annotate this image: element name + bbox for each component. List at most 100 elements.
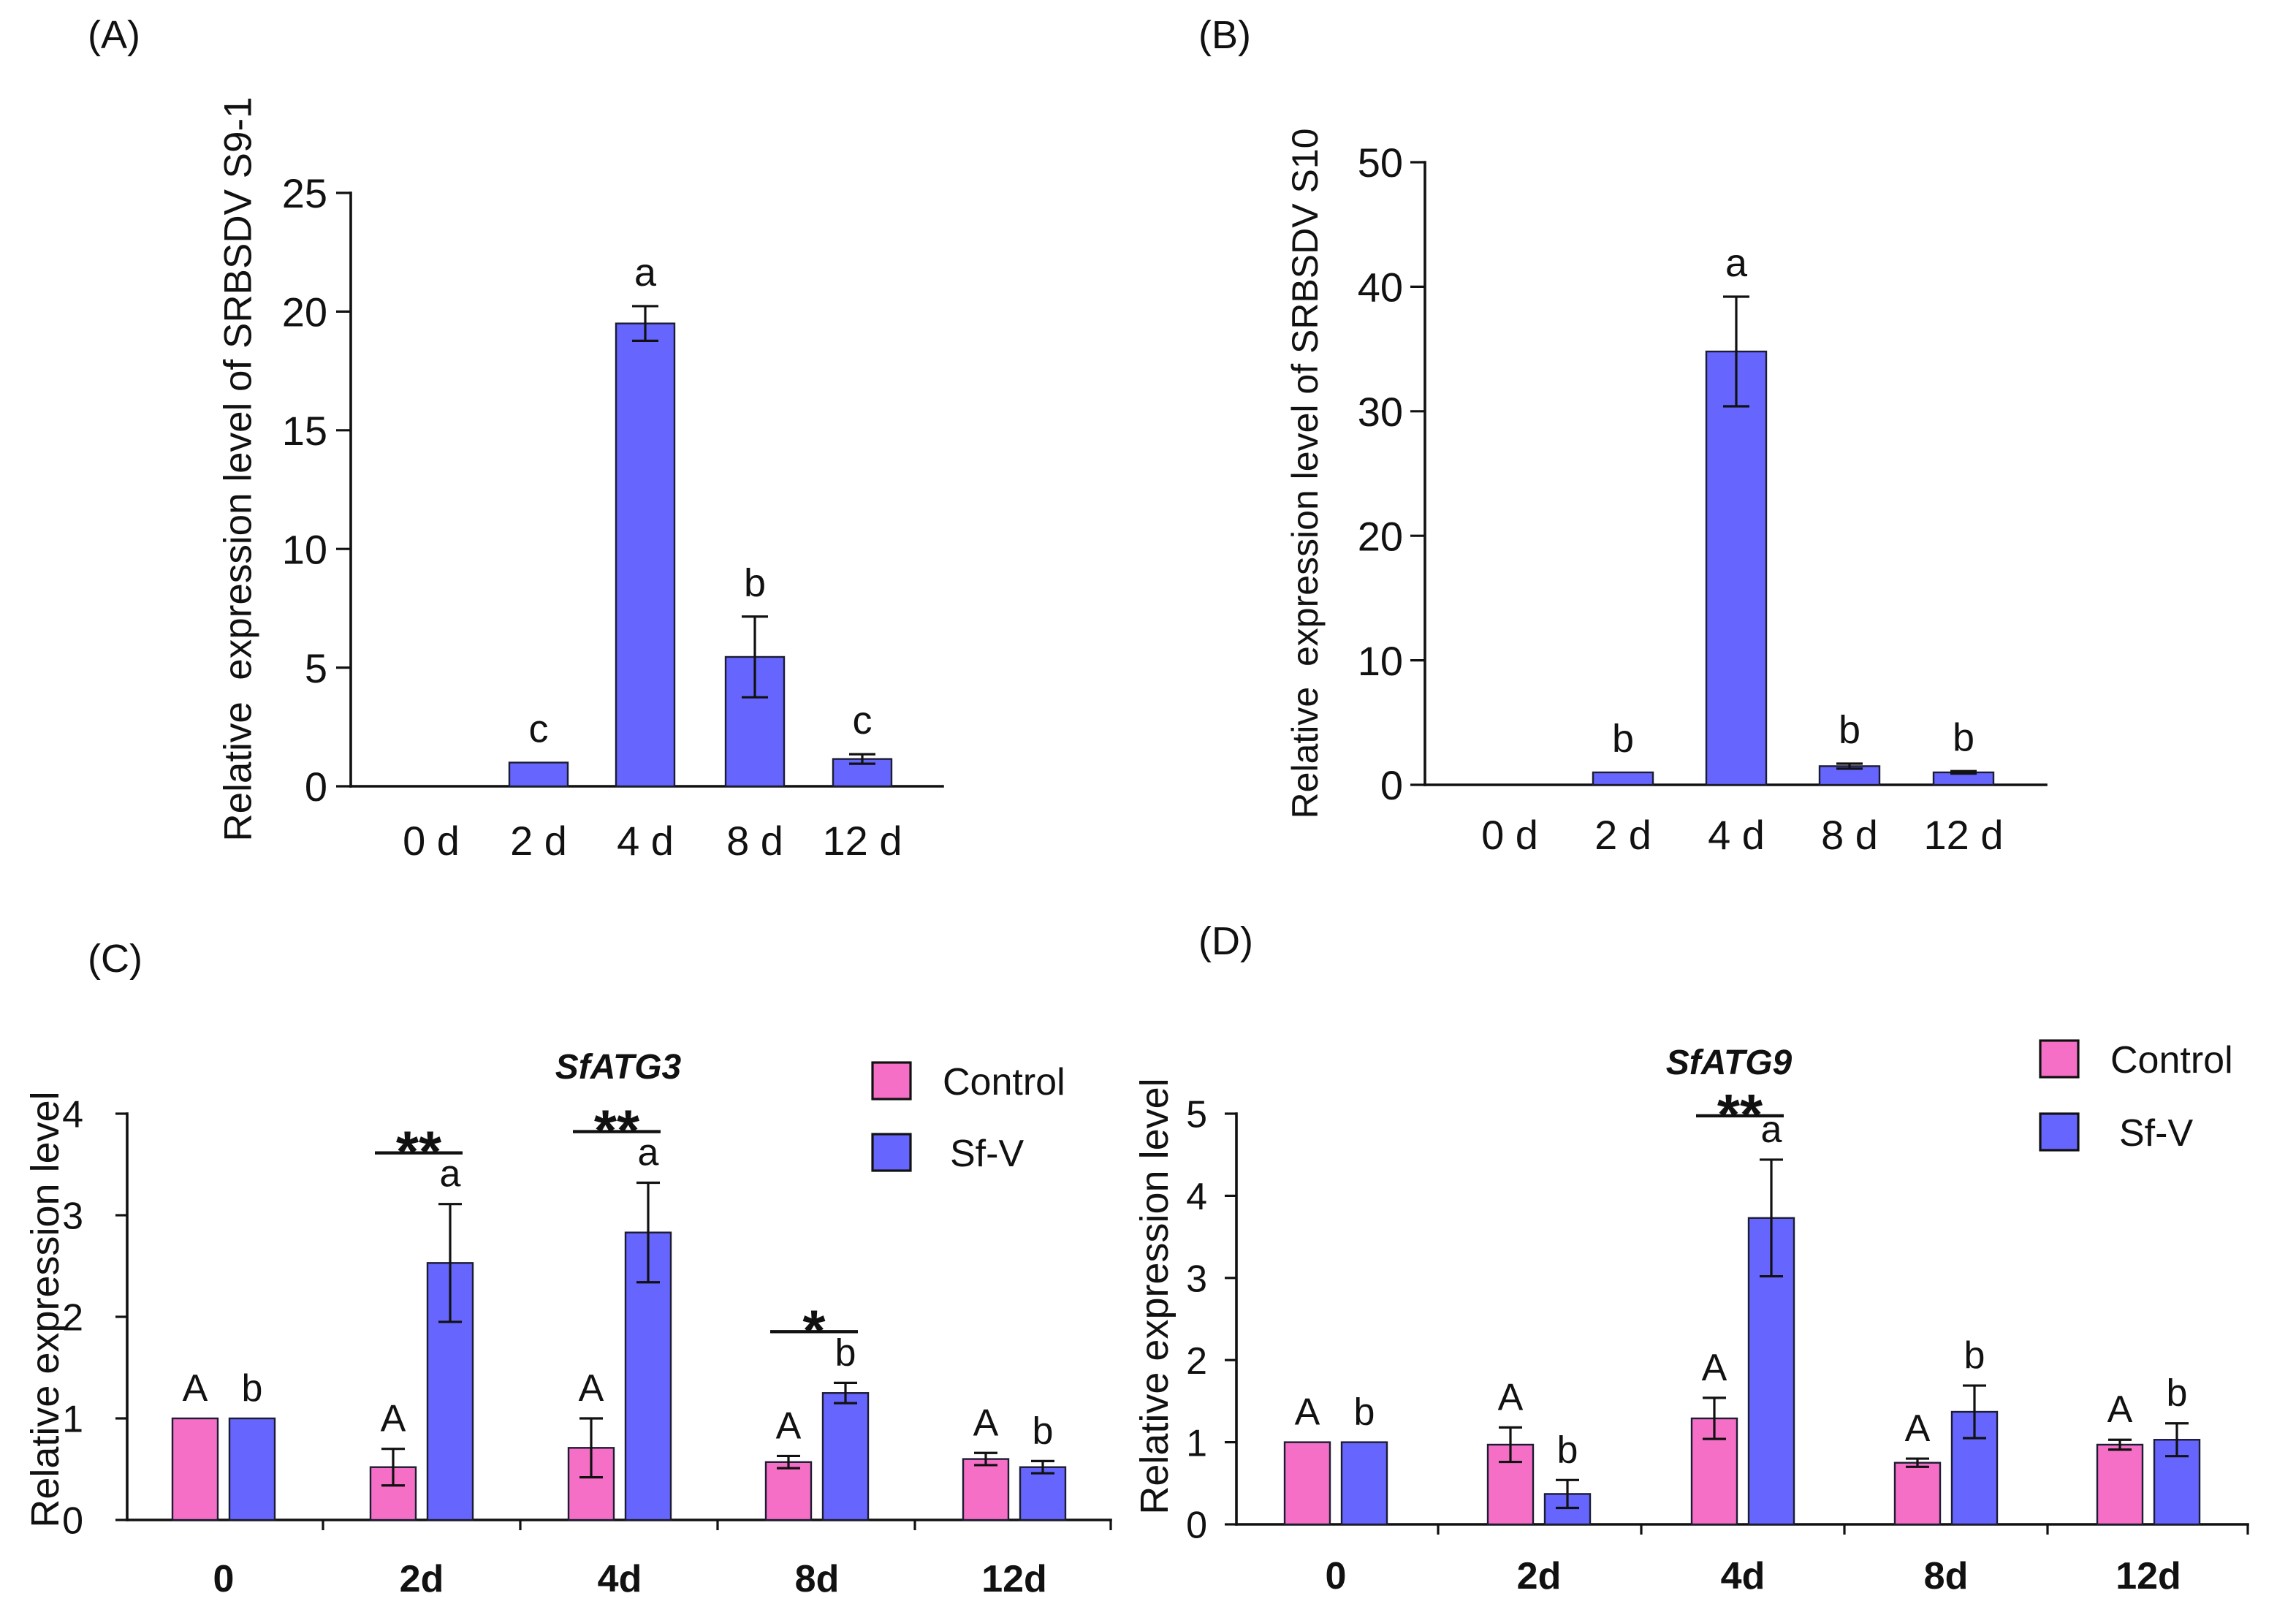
panel-d-bar-s0-c4 xyxy=(2096,1443,2144,1526)
panel-d-bar-s1-c0 xyxy=(1340,1441,1388,1526)
panel-a-x-tick-label: 0 d xyxy=(403,818,460,864)
panel-a-y-tick-label: 25 xyxy=(282,170,327,216)
panel-d-y-tick-label: 3 xyxy=(1186,1258,1207,1301)
panel-c-legend-swatch-1 xyxy=(871,1133,912,1172)
panel-a-y-axis-label: Relative expression level of SRBSDV S9-1 xyxy=(217,96,260,841)
panel-d-legend-label-0: Control xyxy=(2110,1039,2233,1082)
panel-c-x-tick-label: 12d xyxy=(981,1558,1047,1600)
panel-a-x-tick-label: 8 d xyxy=(726,818,783,864)
panel-c-error-bar-s1-c2 xyxy=(636,1181,660,1284)
panel-c-y-tick-label: 0 xyxy=(62,1500,83,1543)
panel-c-bar-s1-c3 xyxy=(821,1392,870,1521)
panel-a-group-letter-s0-c3: b xyxy=(744,561,766,605)
panel-d-x-tick-label: 12d xyxy=(2116,1555,2181,1597)
panel-d-error-bar-s1-c1 xyxy=(1556,1478,1579,1510)
panel-a-x-tick-label: 2 d xyxy=(510,818,567,864)
panel-a-y-tick-label: 0 xyxy=(305,764,327,810)
panel-d-x-tick-label: 0 xyxy=(1326,1555,1347,1597)
panel-b-y-axis-label: Relative expression level of SRBSDV S10 xyxy=(1285,129,1326,819)
panel-c-group-letter-s1-c4: b xyxy=(1033,1410,1054,1452)
panel-c-bar-s1-c0 xyxy=(228,1417,276,1521)
panel-d-group-letter-s0-c0: A xyxy=(1295,1391,1320,1434)
panel-b-group-letter-s0-c4: b xyxy=(1953,715,1974,759)
panel-c-group-letter-s0-c0: A xyxy=(183,1367,208,1410)
panel-d-bar-s0-c3 xyxy=(1893,1462,1942,1526)
panel-c-error-bar-s0-c1 xyxy=(381,1448,405,1487)
panel-c-y-axis-label: Relative expression level xyxy=(23,1091,67,1527)
panel-c-significance-stars: * xyxy=(802,1298,826,1363)
panel-c-x-tick-label: 8d xyxy=(795,1558,840,1600)
panel-c-bar-s0-c4 xyxy=(962,1458,1010,1521)
panel-d-x-tick-label: 2d xyxy=(1517,1555,1562,1597)
panel-d-error-bar-s0-c2 xyxy=(1703,1396,1726,1440)
panel-d-group-letter-s0-c1: A xyxy=(1498,1376,1524,1418)
panel-d-error-bar-s1-c4 xyxy=(2165,1422,2189,1458)
panel-d-error-bar-s1-c3 xyxy=(1963,1384,1986,1440)
panel-c-y-tick-label: 3 xyxy=(62,1196,83,1238)
panel-b-group-letter-s0-c1: b xyxy=(1612,717,1634,761)
panel-d-y-tick-label: 5 xyxy=(1186,1094,1207,1136)
panel-c-bar-s1-c4 xyxy=(1019,1466,1067,1521)
panel-d-label: (D) xyxy=(1198,919,1253,963)
panel-b-label: (B) xyxy=(1198,13,1251,57)
panel-c-y-tick-label: 1 xyxy=(62,1399,83,1441)
panel-c-legend-label-1: Sf-V xyxy=(950,1133,1024,1175)
panel-a-x-tick-label: 4 d xyxy=(617,818,674,864)
panel-d-group-letter-s0-c2: A xyxy=(1702,1347,1727,1389)
panel-a-group-letter-s0-c4: c xyxy=(853,699,873,742)
panel-b-y-tick-label: 30 xyxy=(1358,389,1403,435)
panel-a-chart: (A) 0 5 10 15 20 25 Relative expression level o… xyxy=(88,13,944,864)
panel-b-y-tick-label: 40 xyxy=(1358,265,1403,311)
panel-a-y-tick-label: 20 xyxy=(282,289,327,335)
panel-d-x-tick-label: 4d xyxy=(1721,1555,1765,1597)
panel-c-error-bar-s1-c4 xyxy=(1031,1459,1054,1475)
panel-d-error-bar-s0-c4 xyxy=(2108,1438,2132,1451)
panel-c-group-letter-s1-c1: a xyxy=(440,1153,461,1196)
panel-c-legend-swatch-0 xyxy=(871,1061,912,1101)
panel-c-group-letter-s0-c4: A xyxy=(973,1402,999,1444)
panel-a-y-tick-label: 10 xyxy=(282,526,327,572)
panel-d-group-letter-s0-c3: A xyxy=(1905,1407,1931,1450)
panel-c-group-letter-s0-c1: A xyxy=(381,1398,406,1440)
panel-a-group-letter-s0-c2: a xyxy=(634,251,657,294)
panel-d-group-letter-s1-c3: b xyxy=(1964,1334,1985,1377)
panel-d-error-bar-s0-c3 xyxy=(1906,1457,1929,1468)
panel-c-significance-stars: ** xyxy=(594,1098,640,1163)
panel-b-x-tick-label: 8 d xyxy=(1821,812,1878,858)
panel-d-group-letter-s1-c1: b xyxy=(1557,1429,1578,1471)
panel-c-x-tick-label: 4d xyxy=(598,1558,642,1600)
panel-b-x-tick-label: 4 d xyxy=(1708,812,1765,858)
panel-d-y-axis-label: Relative expression level xyxy=(1133,1078,1176,1514)
panel-c-legend-label-0: Control xyxy=(943,1061,1065,1103)
panel-a-x-tick-label: 12 d xyxy=(823,818,902,864)
panel-a-bar-s0-c1 xyxy=(508,761,569,788)
panel-b-error-bar-s0-c4 xyxy=(1950,769,1977,775)
panel-c-error-bar-s0-c3 xyxy=(777,1454,800,1470)
panel-b-bar-s0-c1 xyxy=(1592,771,1654,786)
panel-b-y-tick-label: 0 xyxy=(1380,762,1403,808)
panel-c-x-tick-label: 0 xyxy=(213,1558,235,1600)
panel-c-significance-stars: ** xyxy=(396,1120,442,1185)
panel-b-x-tick-label: 2 d xyxy=(1594,812,1651,858)
panel-c-group-letter-s0-c2: A xyxy=(579,1367,604,1410)
panel-c-y-tick-label: 4 xyxy=(62,1094,83,1136)
panel-c-x-tick-label: 2d xyxy=(400,1558,444,1600)
panel-a-label: (A) xyxy=(88,13,140,57)
panel-c-y-tick-label: 2 xyxy=(62,1297,83,1339)
panel-d-error-bar-s0-c1 xyxy=(1499,1426,1522,1464)
panel-b-y-tick-label: 10 xyxy=(1358,638,1403,684)
panel-d-y-tick-label: 2 xyxy=(1186,1340,1207,1383)
panel-d-group-letter-s1-c0: b xyxy=(1354,1391,1375,1434)
panel-d-group-letter-s1-c4: b xyxy=(2167,1372,2188,1415)
panel-b-group-letter-s0-c2: a xyxy=(1725,241,1748,285)
panel-b-x-tick-label: 12 d xyxy=(1924,812,2004,858)
panel-d-y-tick-label: 0 xyxy=(1186,1505,1207,1547)
panel-b-error-bar-s0-c3 xyxy=(1836,762,1863,770)
panel-b-group-letter-s0-c3: b xyxy=(1839,708,1860,752)
panel-d-bar-s0-c0 xyxy=(1283,1441,1331,1526)
panel-a-error-bar-s0-c3 xyxy=(742,615,768,699)
